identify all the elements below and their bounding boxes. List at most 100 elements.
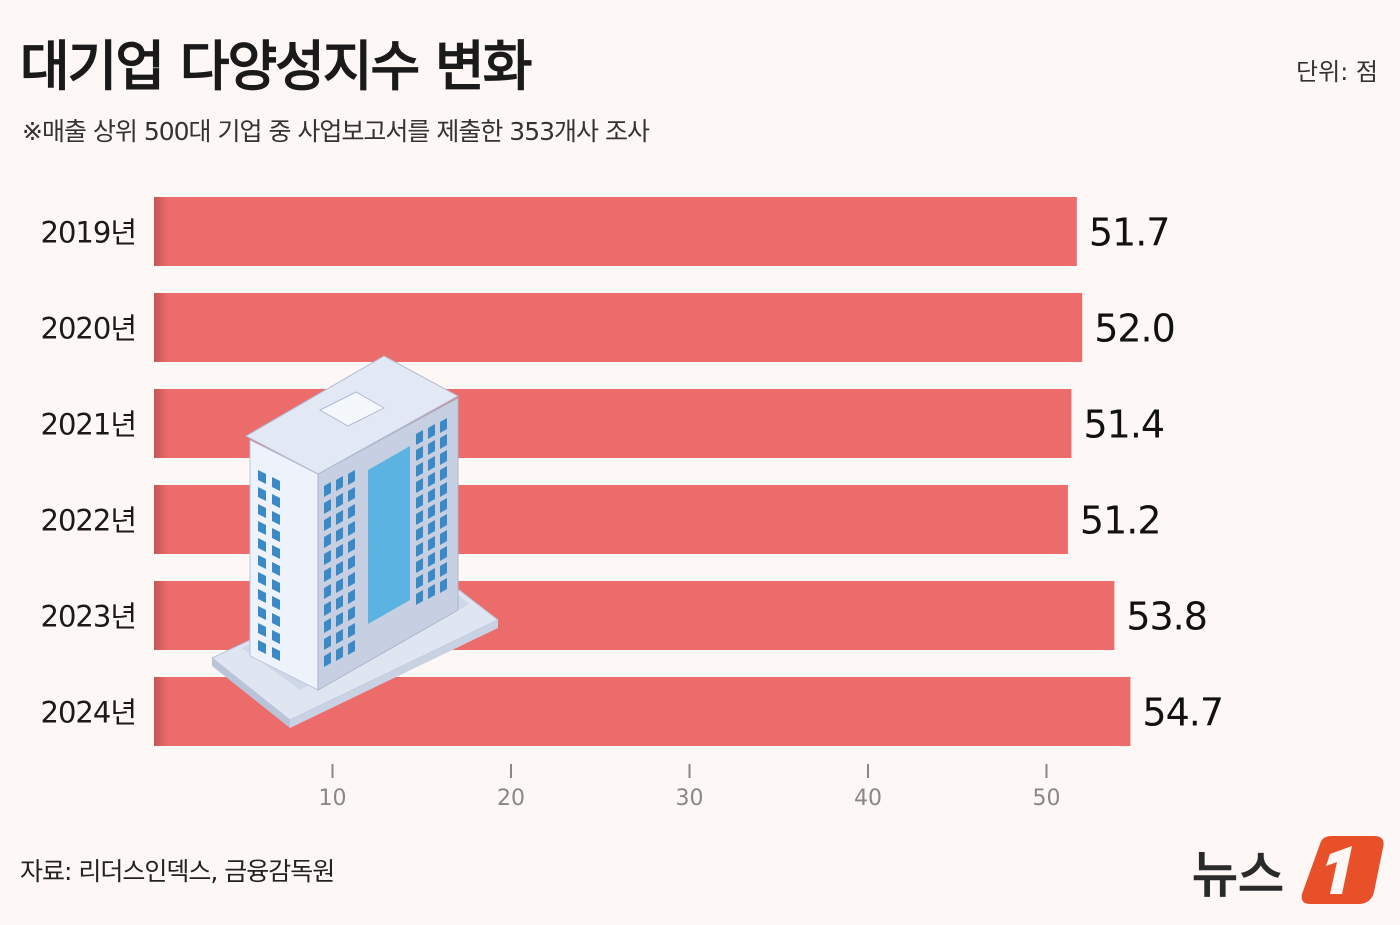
value-label: 52.0	[1094, 307, 1175, 351]
window	[428, 504, 435, 519]
window	[336, 612, 343, 627]
window	[336, 578, 343, 593]
window	[348, 640, 355, 655]
window	[272, 494, 280, 508]
window	[324, 516, 331, 531]
window	[272, 477, 280, 491]
window	[348, 521, 355, 536]
window	[416, 510, 423, 525]
window	[336, 561, 343, 576]
window	[440, 530, 447, 545]
window	[258, 555, 266, 569]
window	[324, 499, 331, 514]
window	[324, 533, 331, 548]
window	[324, 584, 331, 599]
window	[440, 498, 447, 513]
window	[348, 538, 355, 553]
window	[348, 623, 355, 638]
window	[348, 470, 355, 485]
window	[416, 446, 423, 461]
window	[336, 510, 343, 525]
bar-shadow	[154, 485, 168, 554]
subtitle: ※매출 상위 500대 기업 중 사업보고서를 제출한 353개사 조사	[22, 117, 650, 146]
window	[416, 478, 423, 493]
window	[324, 635, 331, 650]
window	[258, 589, 266, 603]
window	[416, 494, 423, 509]
category-label: 2021년	[41, 408, 136, 442]
window	[428, 440, 435, 455]
value-label: 54.7	[1142, 691, 1223, 735]
window	[272, 630, 280, 644]
bar-shadow	[154, 293, 168, 362]
window	[324, 652, 331, 667]
bar-shadow	[154, 389, 168, 458]
window	[272, 528, 280, 542]
window	[272, 545, 280, 559]
window	[428, 488, 435, 503]
window	[258, 606, 266, 620]
window	[428, 424, 435, 439]
bar-shadow	[154, 197, 168, 266]
category-label: 2024년	[41, 696, 136, 730]
page-title: 대기업 다양성지수 변화	[20, 35, 532, 98]
window	[272, 647, 280, 661]
window	[324, 550, 331, 565]
window	[416, 558, 423, 573]
window	[336, 493, 343, 508]
window	[348, 606, 355, 621]
window	[336, 527, 343, 542]
window	[440, 514, 447, 529]
category-label: 2022년	[41, 504, 136, 538]
window	[336, 544, 343, 559]
window	[324, 482, 331, 497]
window	[428, 472, 435, 487]
window	[428, 568, 435, 583]
window	[428, 584, 435, 599]
window	[272, 613, 280, 627]
window	[258, 572, 266, 586]
window	[258, 521, 266, 535]
window	[272, 579, 280, 593]
value-label: 51.4	[1083, 403, 1164, 447]
window	[440, 578, 447, 593]
window	[272, 511, 280, 525]
window	[416, 542, 423, 557]
window	[258, 470, 266, 484]
x-tick-label: 50	[1033, 786, 1061, 811]
bar-shadow	[154, 677, 168, 746]
bar-shadow	[154, 581, 168, 650]
window	[416, 590, 423, 605]
window	[416, 526, 423, 541]
window	[258, 640, 266, 654]
bar	[154, 293, 1083, 362]
window	[336, 476, 343, 491]
window	[258, 504, 266, 518]
x-tick-label: 30	[676, 786, 704, 811]
category-label: 2020년	[41, 312, 136, 346]
window	[348, 589, 355, 604]
window	[324, 601, 331, 616]
window	[348, 487, 355, 502]
x-tick-label: 20	[497, 786, 525, 811]
window	[440, 482, 447, 497]
window	[440, 562, 447, 577]
bar	[154, 197, 1077, 266]
unit-label: 단위: 점	[1296, 58, 1378, 86]
category-label: 2019년	[41, 216, 136, 250]
window	[258, 538, 266, 552]
news1-logo: 뉴스	[1192, 832, 1387, 912]
window	[348, 555, 355, 570]
window	[416, 430, 423, 445]
window	[428, 520, 435, 535]
window	[336, 629, 343, 644]
window	[428, 536, 435, 551]
window	[324, 567, 331, 582]
logo-wordmark: 뉴스	[1192, 846, 1284, 904]
window	[272, 562, 280, 576]
window	[258, 487, 266, 501]
window	[440, 546, 447, 561]
window	[440, 450, 447, 465]
window	[324, 618, 331, 633]
